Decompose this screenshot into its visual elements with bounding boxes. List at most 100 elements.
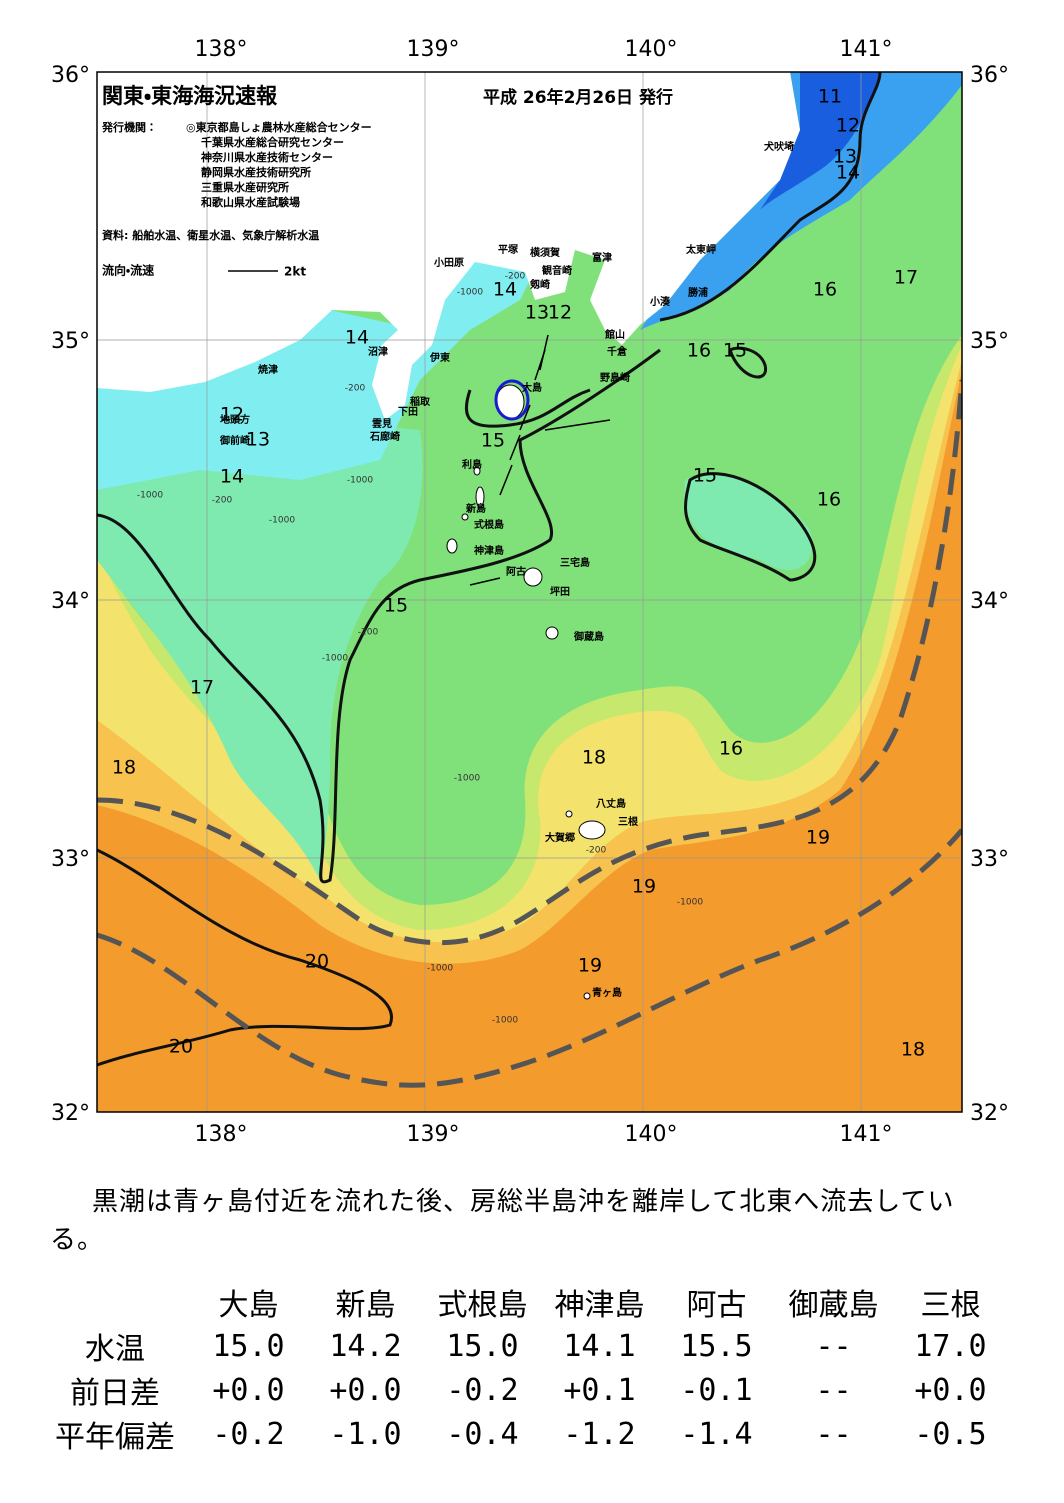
kuroshio-line xyxy=(97,379,962,946)
isotherm-label: 15 xyxy=(481,430,505,452)
place-label: 沼津 xyxy=(368,345,388,358)
row-label: 前日差 xyxy=(70,1376,160,1411)
field-cold-core xyxy=(760,72,880,210)
place-label: 三宅島 xyxy=(560,556,590,569)
place-label: 御蔵島 xyxy=(573,630,604,643)
value-cell: -- xyxy=(815,1416,852,1452)
isotherm-label: 13 xyxy=(525,302,549,324)
value-cell: 15.5 xyxy=(680,1328,753,1364)
value-cell: -1.4 xyxy=(680,1416,753,1452)
depth-label: -1000 xyxy=(137,491,163,501)
current-scale: 2kt xyxy=(284,265,306,279)
column-header: 新島 xyxy=(335,1288,396,1323)
issue-date: 平成 26年2月26日 発行 xyxy=(483,87,673,108)
place-label: 稲取 xyxy=(410,395,431,408)
isotherm-label: 14 xyxy=(836,162,860,184)
isotherm-label: 20 xyxy=(305,951,329,973)
place-label: 青ヶ島 xyxy=(592,986,622,999)
grid xyxy=(97,72,962,1112)
lon-label: 141° xyxy=(840,1122,893,1147)
value-cell: -- xyxy=(815,1372,852,1408)
lat-label: 34° xyxy=(51,589,90,614)
isotherm-label: 14 xyxy=(493,279,517,301)
place-label: 八丈島 xyxy=(596,797,626,810)
value-cell: 14.2 xyxy=(329,1328,402,1364)
sst-map: 関東・東海海況速報 平成 26年2月26日 発行 発行機関： 資料: 船舶水温、… xyxy=(51,37,1009,1147)
column-header: 大島 xyxy=(218,1288,279,1323)
kuroshio-line xyxy=(97,828,962,1088)
isotherm-label: 11 xyxy=(818,86,842,108)
island xyxy=(578,820,606,840)
row-label: 水温 xyxy=(85,1332,145,1367)
isotherm-label: 19 xyxy=(578,955,602,977)
isotherm xyxy=(97,348,661,884)
depth-label: -1000 xyxy=(322,654,348,664)
isotherm xyxy=(728,346,767,379)
issuer: 静岡県水産技術研究所 xyxy=(201,165,311,179)
value-cell: 15.0 xyxy=(446,1328,519,1364)
lat-label: 36° xyxy=(970,63,1009,88)
depth-label: -1000 xyxy=(454,774,480,784)
value-cell: +0.0 xyxy=(329,1372,402,1408)
field-14-west xyxy=(97,360,423,880)
island xyxy=(473,466,481,476)
value-cell: -0.1 xyxy=(680,1372,753,1408)
value-cell: +0.0 xyxy=(914,1372,987,1408)
depth-label: -1000 xyxy=(457,288,483,298)
place-label: 阿古 xyxy=(506,565,526,578)
lon-label: 139° xyxy=(407,37,460,62)
depth-label: -1000 xyxy=(347,476,373,486)
lat-label: 34° xyxy=(970,589,1009,614)
column-header: 三根 xyxy=(920,1288,981,1323)
island xyxy=(461,513,469,521)
lat-label: 36° xyxy=(51,63,90,88)
isotherm xyxy=(464,388,591,428)
value-cell: -1.2 xyxy=(563,1416,636,1452)
island xyxy=(475,486,485,508)
place-label: 大島 xyxy=(522,381,542,394)
summary: 黒潮は青ヶ島付近を流れた後、房総半島沖を離岸して北東へ流去している。 xyxy=(50,1187,955,1255)
depth-label: -1000 xyxy=(269,516,295,526)
place-label: 神津島 xyxy=(473,544,504,557)
isotherm-label: 17 xyxy=(190,677,214,699)
lat-label: 32° xyxy=(51,1101,90,1126)
isotherm-label: 18 xyxy=(582,747,606,769)
lon-label: 141° xyxy=(840,37,893,62)
place-label: 大賀郷 xyxy=(545,831,575,844)
value-cell: -0.5 xyxy=(914,1416,987,1452)
header-row: 大島 新島 式根島 神津島 阿古 御蔵島 三根 xyxy=(40,1280,1009,1324)
field-15-east xyxy=(684,473,812,570)
value-cell: 15.0 xyxy=(212,1328,285,1364)
land xyxy=(97,72,800,420)
value-cell: -0.2 xyxy=(446,1372,519,1408)
place-label: 観音崎 xyxy=(542,264,572,277)
value-cell: -0.4 xyxy=(446,1416,519,1452)
place-label: 雲見 xyxy=(372,418,392,430)
place-label: 焼津 xyxy=(258,363,278,376)
isotherms xyxy=(97,72,882,1067)
depth-label: -200 xyxy=(358,628,379,638)
isotherm-label: 20 xyxy=(169,1036,193,1058)
place-label: 太東岬 xyxy=(685,243,716,256)
place-label: 新島 xyxy=(465,502,486,515)
depth-label: -1000 xyxy=(677,898,703,908)
kuroshio-axis xyxy=(97,379,962,1088)
isotherm-label: 15 xyxy=(384,595,408,617)
issuer-label: 発行機関： xyxy=(101,120,157,134)
issuer: 千葉県水産総合研究センター xyxy=(201,135,344,149)
isotherm-label: 15 xyxy=(723,340,747,362)
place-label: 平塚 xyxy=(498,243,519,256)
data-row: 前日差 +0.0 +0.0 -0.2 +0.1 -0.1 -- +0.0 xyxy=(40,1368,1009,1412)
place-label: 横須賀 xyxy=(530,246,560,259)
island xyxy=(523,567,543,587)
value-cell: -0.2 xyxy=(212,1416,285,1452)
isotherm-label: 16 xyxy=(817,489,841,511)
isotherm xyxy=(659,72,882,322)
map-title: 関東・東海海況速報 xyxy=(102,84,278,108)
oshima-marker xyxy=(494,379,530,421)
isotherm-label: 14 xyxy=(345,327,369,349)
isotherm-label: 12 xyxy=(836,115,860,137)
current-arrows xyxy=(469,334,611,586)
isotherm-label: 13 xyxy=(833,146,857,168)
